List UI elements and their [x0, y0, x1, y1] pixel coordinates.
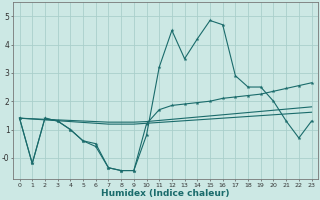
X-axis label: Humidex (Indice chaleur): Humidex (Indice chaleur): [101, 189, 230, 198]
